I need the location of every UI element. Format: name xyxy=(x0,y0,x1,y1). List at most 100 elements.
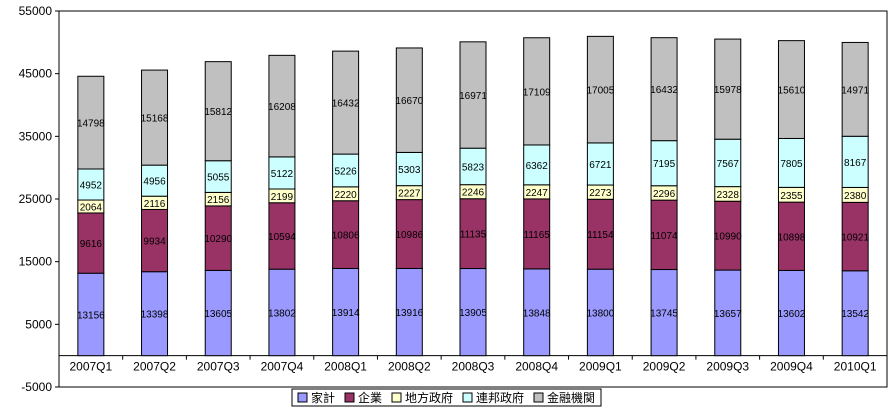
bar-segment xyxy=(332,50,360,155)
data-label: 16432 xyxy=(650,85,678,96)
bar-segment xyxy=(841,201,869,272)
data-label: 13657 xyxy=(714,309,742,320)
bar-segment xyxy=(395,151,423,187)
data-label: 16971 xyxy=(459,91,487,102)
data-label: 11074 xyxy=(651,231,679,242)
data-label: 17109 xyxy=(523,87,551,98)
data-label: 14971 xyxy=(841,85,869,96)
data-label: 16670 xyxy=(395,96,423,107)
bar-segment xyxy=(141,69,169,166)
data-label: 2199 xyxy=(271,192,294,203)
bar-segment xyxy=(777,40,805,139)
data-label: 11135 xyxy=(460,230,487,241)
data-label: 13800 xyxy=(586,308,614,319)
bar-segment xyxy=(204,61,232,162)
data-label: 2220 xyxy=(334,190,357,201)
data-label: 14798 xyxy=(77,119,105,130)
x-tick-label: 2008Q3 xyxy=(452,360,495,374)
legend-swatch xyxy=(344,392,355,403)
y-tick-label: 35000 xyxy=(19,129,53,143)
data-label: 15978 xyxy=(714,85,742,96)
y-tick-label: 15000 xyxy=(19,255,53,269)
bar-segment xyxy=(204,160,232,193)
legend-label: 金融機関 xyxy=(547,390,595,405)
x-tick-label: 2008Q1 xyxy=(324,360,367,374)
data-label: 15168 xyxy=(141,114,169,125)
bar-segment xyxy=(777,269,805,357)
bar-segment xyxy=(268,54,296,158)
bar-segment xyxy=(77,75,105,170)
bar-segment xyxy=(332,200,360,269)
data-label: 10921 xyxy=(841,233,869,244)
data-label: 6362 xyxy=(526,161,549,172)
bar-segment xyxy=(523,268,551,357)
bar-segment xyxy=(523,37,551,146)
data-label: 2380 xyxy=(844,191,867,202)
legend-label: 連邦政府 xyxy=(476,390,524,405)
data-label: 5226 xyxy=(334,166,357,177)
bar-segment xyxy=(77,212,105,274)
data-label: 5055 xyxy=(207,173,230,184)
data-label: 11154 xyxy=(587,230,614,241)
data-label: 2328 xyxy=(717,190,740,201)
legend xyxy=(291,388,602,407)
data-label: 2156 xyxy=(207,195,230,206)
data-label: 13914 xyxy=(332,308,360,319)
bar-segment xyxy=(204,269,232,357)
bar-segment xyxy=(268,268,296,357)
data-label: 16432 xyxy=(332,99,360,110)
data-label: 2116 xyxy=(144,199,166,210)
data-label: 10898 xyxy=(778,232,806,243)
x-tick-label: 2007Q4 xyxy=(261,360,304,374)
bar-segment xyxy=(395,267,423,357)
x-tick-label: 2007Q3 xyxy=(197,360,240,374)
data-label: 10806 xyxy=(332,231,360,242)
data-label: 4952 xyxy=(80,181,103,192)
data-label: 13602 xyxy=(778,309,806,320)
data-label: 8167 xyxy=(844,158,867,169)
data-label: 2355 xyxy=(780,191,803,202)
data-label: 2296 xyxy=(653,189,676,200)
data-label: 7567 xyxy=(717,159,740,170)
x-tick-label: 2009Q4 xyxy=(770,360,813,374)
x-tick-label: 2009Q1 xyxy=(579,360,622,374)
x-tick-label: 2009Q2 xyxy=(643,360,686,374)
data-label: 2246 xyxy=(462,188,485,199)
x-tick-label: 2007Q1 xyxy=(69,360,112,374)
legend-label: 企業 xyxy=(358,390,382,405)
data-label: 13916 xyxy=(395,308,423,319)
legend-swatch xyxy=(462,392,473,403)
bar-segment xyxy=(459,268,487,357)
x-tick-label: 2010Q1 xyxy=(834,360,877,374)
data-label: 13605 xyxy=(204,309,232,320)
bar-segment xyxy=(650,37,678,142)
bar-segment xyxy=(204,205,232,271)
bar-segment xyxy=(650,140,678,187)
data-label: 10990 xyxy=(714,232,742,243)
bar-segment xyxy=(395,47,423,153)
bar-segment xyxy=(714,138,742,188)
bar-segment xyxy=(459,147,487,186)
bar-segment xyxy=(714,269,742,357)
y-tick-label: 5000 xyxy=(25,317,52,331)
data-label: 10986 xyxy=(395,230,423,241)
bar-segment xyxy=(141,208,169,273)
data-label: 6721 xyxy=(589,160,612,171)
bar-segment xyxy=(395,199,423,269)
y-tick-label: 45000 xyxy=(19,67,53,81)
legend-swatch xyxy=(391,392,402,403)
bar-segment xyxy=(714,38,742,140)
data-label: 13156 xyxy=(77,310,105,321)
y-tick-label: -5000 xyxy=(21,380,52,394)
legend-swatch xyxy=(297,392,308,403)
data-label: 2064 xyxy=(80,202,103,213)
data-label: 5122 xyxy=(271,169,294,180)
data-label: 16208 xyxy=(268,102,296,113)
data-label: 7195 xyxy=(653,159,676,170)
data-label: 13848 xyxy=(523,308,551,319)
y-tick-label: 55000 xyxy=(19,4,53,18)
y-tick-label: 25000 xyxy=(19,192,53,206)
data-label: 2247 xyxy=(526,188,549,199)
